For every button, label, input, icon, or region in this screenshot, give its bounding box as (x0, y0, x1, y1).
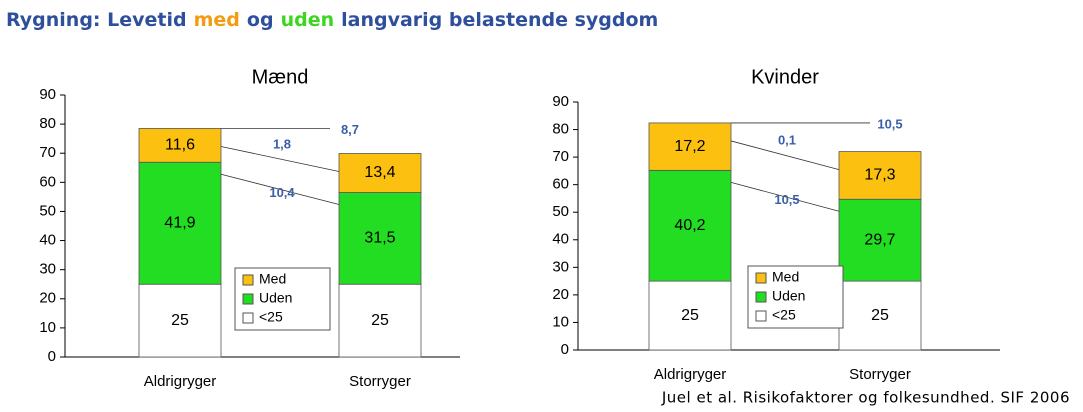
title-part: uden (281, 9, 335, 31)
connector (220, 173, 340, 205)
annotation: 8,7 (341, 122, 359, 137)
title-part: Rygning: Levetid (6, 9, 187, 31)
y-tick-label: 20 (552, 286, 569, 303)
value-label: 11,6 (165, 137, 195, 154)
bar-segment (838, 280, 922, 351)
y-tick-label: 90 (552, 93, 569, 110)
source: Juel et al. Risikofaktorer og folkesundh… (661, 389, 1070, 407)
legend-swatch (755, 291, 767, 303)
value-label: 29,7 (864, 231, 895, 248)
legend-swatch (242, 274, 254, 286)
page-title: Rygning: Levetid med og uden langvarig belas… (6, 9, 658, 31)
x-tick-label: Storryger (349, 373, 411, 390)
bar-segment (138, 283, 222, 358)
value-label: 25 (871, 307, 889, 324)
y-tick-label: 10 (39, 319, 56, 336)
y-tick-label: 50 (39, 202, 56, 219)
annotation: 0,1 (778, 133, 796, 148)
y-tick-label: 70 (552, 148, 569, 165)
y-tick-label: 30 (39, 261, 56, 278)
annotation: 10,5 (774, 192, 799, 207)
bar-segment (138, 128, 222, 163)
value-label: 41,9 (164, 214, 195, 231)
y-tick-label: 40 (552, 231, 569, 248)
legend-swatch (242, 293, 254, 305)
legend-label: Uden (259, 290, 292, 306)
connector (730, 181, 840, 212)
bar-segment (338, 192, 422, 285)
annotation: 10,5 (877, 116, 902, 131)
legend-swatch (755, 272, 767, 284)
legend-swatch (242, 312, 254, 324)
value-label: 31,5 (364, 230, 395, 247)
legend-label: Uden (772, 288, 805, 304)
bar-segment (648, 280, 732, 351)
chart-title: Kvinder (751, 66, 819, 88)
title-part: med (194, 9, 240, 31)
y-tick-label: 60 (39, 173, 56, 190)
bar-segment (648, 122, 732, 171)
annotation: 1,8 (273, 136, 291, 151)
legend-label: Med (772, 269, 799, 285)
bar-segment (838, 151, 922, 200)
value-label: 17,2 (674, 138, 705, 155)
value-label: 25 (681, 307, 699, 324)
y-tick-label: 30 (552, 258, 569, 275)
connector (220, 146, 340, 172)
bar-segment (648, 169, 732, 282)
y-tick-label: 0 (48, 348, 56, 365)
value-label: 17,3 (864, 167, 895, 184)
connector (730, 140, 840, 170)
legend-label: <25 (259, 309, 283, 325)
value-label: 13,4 (364, 164, 395, 181)
value-label: 25 (371, 312, 389, 329)
y-tick-label: 80 (39, 115, 56, 132)
x-tick-label: Aldrigryger (654, 366, 727, 383)
chart-title: Mænd (252, 66, 309, 88)
x-tick-label: Storryger (849, 366, 911, 383)
x-tick-label: Aldrigryger (144, 373, 217, 390)
title-part: og (247, 9, 274, 31)
y-tick-label: 50 (552, 203, 569, 220)
legend-swatch (755, 310, 767, 322)
value-label: 40,2 (674, 217, 705, 234)
y-tick-label: 70 (39, 144, 56, 161)
legend-label: Med (259, 271, 286, 287)
bar-segment (138, 161, 222, 285)
value-label: 25 (171, 312, 189, 329)
legend-label: <25 (772, 307, 796, 323)
y-tick-label: 80 (552, 121, 569, 138)
y-tick-label: 40 (39, 232, 56, 249)
bar-segment (838, 198, 922, 282)
y-tick-label: 10 (552, 313, 569, 330)
y-tick-label: 90 (39, 86, 56, 103)
y-tick-label: 20 (39, 290, 56, 307)
annotation: 10,4 (269, 185, 295, 200)
y-tick-label: 0 (561, 341, 569, 358)
bar-segment (338, 153, 422, 193)
title-part: langvarig belastende sygdom (341, 9, 658, 31)
y-tick-label: 60 (552, 176, 569, 193)
